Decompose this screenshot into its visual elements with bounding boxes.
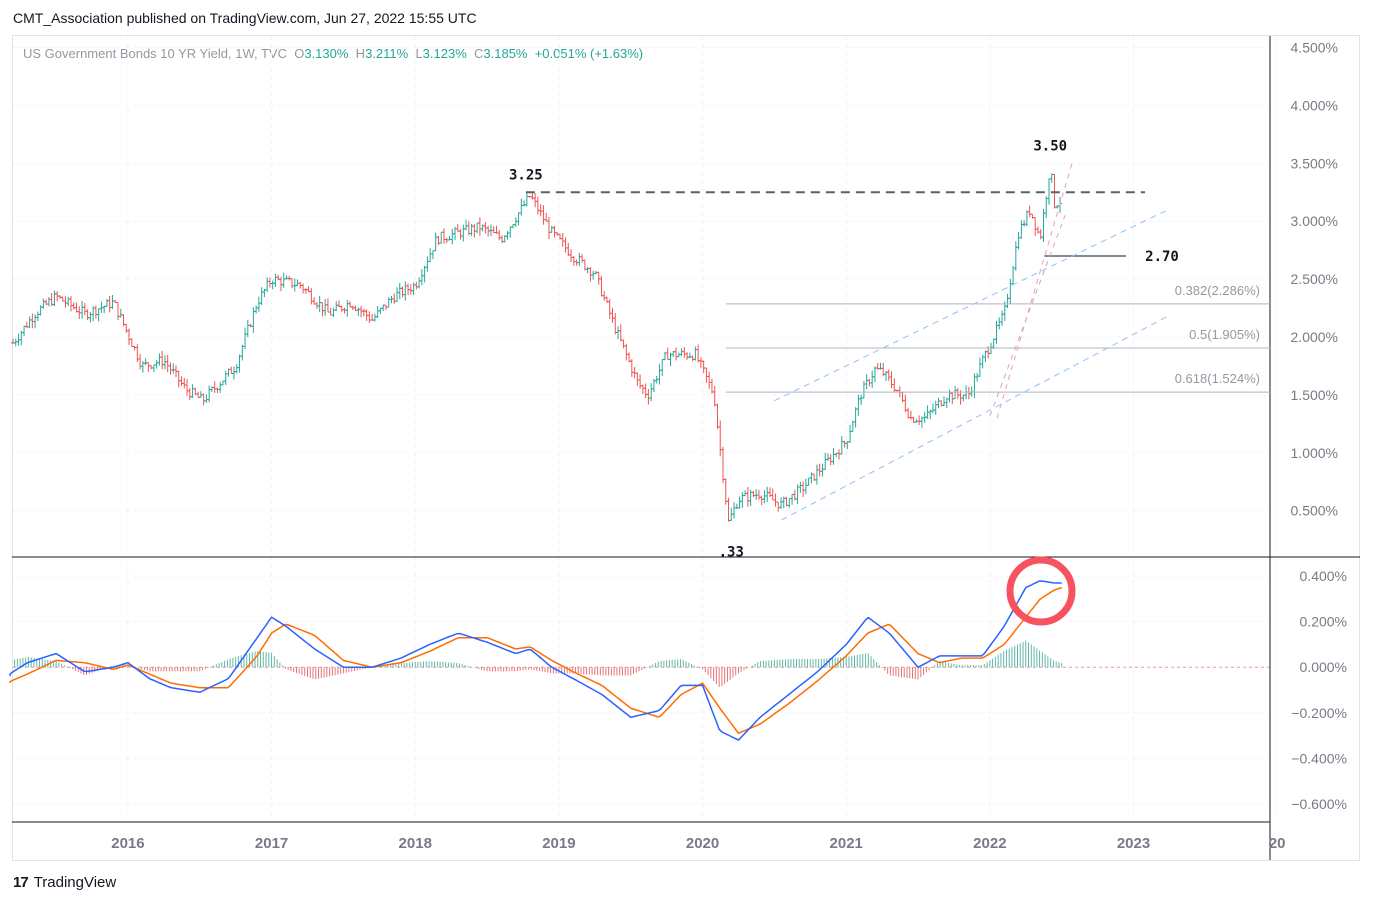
trendline-steep-1: [996, 163, 1073, 419]
price-annotation: 2.70: [1145, 249, 1179, 265]
price-tick-label: 4.000%: [1291, 97, 1338, 113]
high-label: H: [355, 46, 366, 61]
channel-line-lower: [781, 315, 1169, 521]
price-tick-label: 3.000%: [1291, 213, 1338, 229]
change-value: +0.051% (+1.63%): [534, 46, 644, 61]
price-annotation: 3.50: [1033, 138, 1067, 154]
time-tick-label: 2018: [399, 835, 432, 852]
price-tick-label: 1.000%: [1291, 445, 1338, 461]
low-label: L: [415, 46, 423, 61]
symbol-legend[interactable]: US Government Bonds 10 YR Yield, 1W, TVC…: [23, 46, 643, 61]
price-pane: [11, 173, 1063, 522]
trendline-steep-2: [989, 215, 1066, 416]
low-value: 3.123%: [422, 46, 467, 61]
high-value: 3.211%: [365, 46, 409, 61]
macd-tick-label: −0.200%: [1291, 705, 1347, 721]
macd-tick-label: −0.400%: [1291, 750, 1347, 766]
price-tick-label: 4.500%: [1291, 40, 1338, 56]
close-value: 3.185%: [483, 46, 528, 61]
time-tick-label: 2019: [542, 835, 575, 852]
time-tick-label: 2021: [830, 835, 863, 852]
price-tick-label: 2.500%: [1291, 271, 1338, 287]
price-tick-label: 1.500%: [1291, 387, 1338, 403]
fib-level-label: 0.382(2.286%): [1175, 283, 1260, 298]
symbol-name: US Government Bonds 10 YR Yield, 1W, TVC: [23, 46, 287, 61]
time-tick-label: 2022: [973, 835, 1006, 852]
price-annotation: 3.25: [509, 167, 543, 183]
macd-pane: [9, 580, 1270, 742]
price-tick-label: 0.500%: [1291, 503, 1338, 519]
time-tick-label: 2017: [255, 835, 288, 852]
channel-line-upper: [774, 209, 1169, 402]
time-tick-label: 2020: [686, 835, 719, 852]
open-label: O: [294, 46, 305, 61]
price-annotation: .33: [719, 544, 744, 560]
publisher-header: CMT_Association published on TradingView…: [13, 10, 477, 26]
chart-frame: [12, 35, 1360, 861]
annotations: 0.382(2.286%) 0.5(1.905%) 0.618(1.524%) 3.2…: [509, 138, 1270, 626]
brand-name: TradingView: [33, 874, 117, 891]
grid-lines: [13, 36, 1278, 822]
tradingview-footer[interactable]: 17 TradingView: [13, 874, 116, 891]
highlight-circle: [1006, 556, 1076, 626]
signal-line: [9, 586, 1062, 735]
time-tick-label: 2016: [111, 835, 144, 852]
price-tick-label: 2.000%: [1291, 329, 1338, 345]
open-value: 3.130%: [304, 46, 349, 61]
macd-tick-label: 0.200%: [1300, 614, 1347, 630]
time-tick-label: 20: [1269, 835, 1286, 852]
macd-tick-label: 0.400%: [1300, 568, 1347, 584]
close-label: C: [474, 46, 484, 61]
macd-line: [9, 580, 1062, 742]
macd-tick-label: 0.000%: [1300, 659, 1347, 675]
fib-level-label: 0.618(1.524%): [1175, 371, 1260, 386]
price-tick-label: 3.500%: [1291, 155, 1338, 171]
fib-level-label: 0.5(1.905%): [1189, 327, 1260, 342]
time-tick-label: 2023: [1117, 835, 1150, 852]
macd-tick-label: −0.600%: [1291, 796, 1347, 812]
axes: 4.500% 4.000% 3.500% 3.000% 2.500% 2.000% 1.50…: [12, 36, 1360, 860]
tradingview-logo-icon: 17: [13, 874, 29, 891]
